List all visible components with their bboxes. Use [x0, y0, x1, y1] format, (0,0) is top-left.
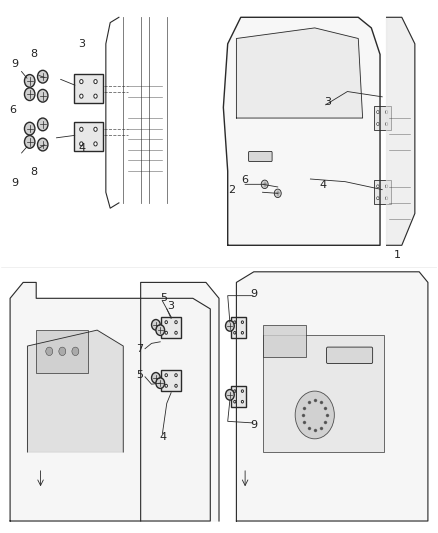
Circle shape: [175, 374, 177, 377]
Text: 7: 7: [136, 344, 143, 354]
Text: 4: 4: [160, 432, 167, 442]
Text: 3: 3: [167, 301, 174, 311]
Circle shape: [175, 332, 177, 334]
Circle shape: [25, 135, 35, 148]
Text: 6: 6: [9, 104, 16, 115]
Text: 5: 5: [136, 370, 143, 380]
Text: 8: 8: [31, 167, 38, 177]
FancyBboxPatch shape: [326, 347, 373, 364]
Circle shape: [80, 79, 83, 84]
Text: 9: 9: [250, 419, 258, 430]
Bar: [374, 180, 391, 204]
Circle shape: [274, 189, 281, 198]
Bar: [161, 370, 181, 391]
Circle shape: [165, 384, 167, 387]
Circle shape: [94, 142, 97, 146]
Circle shape: [46, 347, 53, 356]
Bar: [36, 330, 88, 373]
Text: 3: 3: [324, 97, 331, 107]
Bar: [231, 317, 246, 338]
Circle shape: [152, 319, 160, 330]
Circle shape: [94, 79, 97, 84]
Circle shape: [385, 110, 388, 114]
Circle shape: [165, 321, 167, 324]
Text: 4: 4: [78, 143, 85, 153]
Circle shape: [80, 127, 83, 131]
Bar: [74, 74, 102, 103]
Circle shape: [38, 70, 48, 83]
Circle shape: [152, 373, 160, 383]
Circle shape: [94, 94, 97, 98]
Bar: [262, 325, 306, 357]
Circle shape: [156, 325, 165, 335]
Circle shape: [25, 88, 35, 101]
Circle shape: [165, 332, 167, 334]
Circle shape: [175, 321, 177, 324]
Circle shape: [234, 332, 236, 334]
Polygon shape: [237, 272, 428, 521]
Circle shape: [295, 391, 334, 439]
Circle shape: [385, 197, 388, 200]
Circle shape: [80, 94, 83, 98]
Circle shape: [241, 400, 244, 403]
Circle shape: [234, 400, 236, 403]
Circle shape: [94, 127, 97, 131]
Polygon shape: [387, 17, 415, 245]
Circle shape: [165, 374, 167, 377]
Circle shape: [377, 123, 379, 125]
Circle shape: [59, 347, 66, 356]
Text: 3: 3: [78, 39, 85, 49]
Text: 5: 5: [160, 293, 167, 303]
Circle shape: [38, 138, 48, 151]
Circle shape: [226, 390, 234, 400]
Circle shape: [385, 185, 388, 188]
Text: 1: 1: [394, 250, 401, 260]
Circle shape: [241, 390, 244, 392]
Bar: [74, 122, 102, 151]
Text: 6: 6: [242, 174, 249, 184]
Circle shape: [261, 180, 268, 189]
Polygon shape: [237, 28, 363, 118]
Circle shape: [25, 75, 35, 87]
Circle shape: [226, 320, 234, 331]
Circle shape: [241, 332, 244, 334]
FancyBboxPatch shape: [249, 151, 272, 161]
Circle shape: [234, 321, 236, 324]
Circle shape: [175, 384, 177, 387]
Polygon shape: [223, 17, 380, 245]
Circle shape: [72, 347, 79, 356]
Circle shape: [38, 118, 48, 131]
Text: 9: 9: [11, 178, 18, 188]
Bar: [231, 386, 246, 407]
Text: 4: 4: [320, 180, 327, 190]
Circle shape: [156, 378, 165, 389]
Circle shape: [38, 90, 48, 102]
Circle shape: [385, 123, 388, 125]
Circle shape: [377, 110, 379, 114]
Bar: [161, 317, 181, 338]
Polygon shape: [28, 330, 123, 452]
Circle shape: [377, 185, 379, 188]
Text: 9: 9: [250, 289, 258, 299]
Bar: [262, 335, 385, 452]
Circle shape: [234, 390, 236, 392]
Text: 8: 8: [31, 50, 38, 59]
Circle shape: [25, 122, 35, 135]
Circle shape: [377, 197, 379, 200]
Polygon shape: [141, 282, 219, 521]
Text: 2: 2: [229, 184, 236, 195]
Circle shape: [241, 321, 244, 324]
Text: 9: 9: [11, 59, 18, 69]
Bar: [374, 106, 391, 130]
Polygon shape: [10, 282, 210, 521]
Circle shape: [80, 142, 83, 146]
